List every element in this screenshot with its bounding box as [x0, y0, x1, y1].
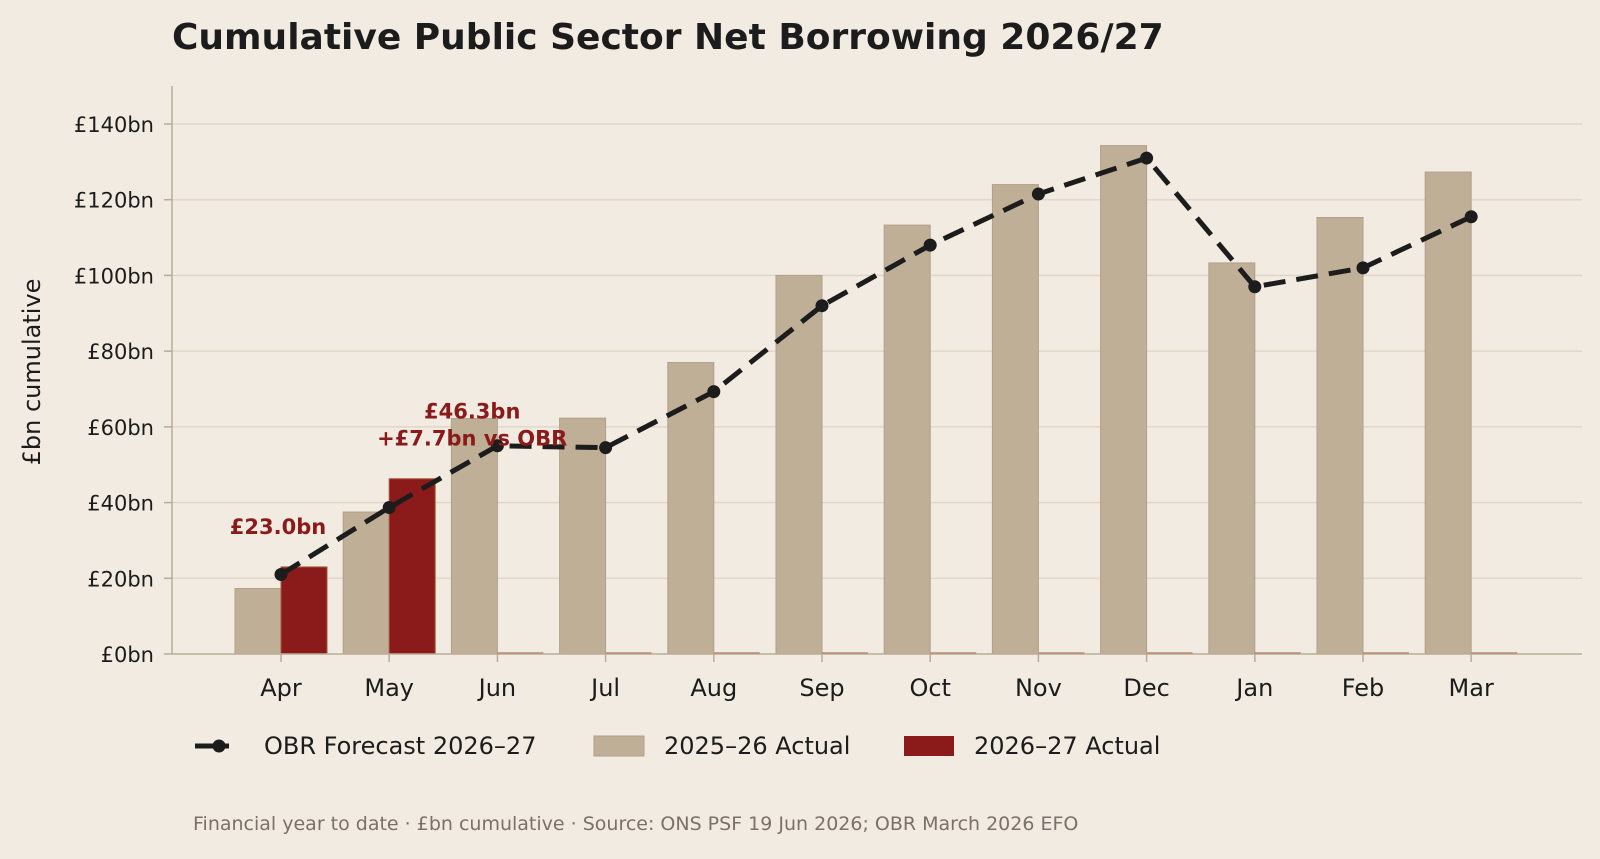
x-tick-label-dec: Dec	[1123, 674, 1169, 702]
forecast-point-aug	[707, 385, 721, 399]
y-ticks: £0bn £20bn £40bn £60bn £80bn £100bn £120bn £140…	[74, 113, 172, 667]
bar-2025-26-jan	[1208, 262, 1256, 655]
chart-title: Cumulative Public Sector Net Borrowing 2…	[172, 17, 1164, 58]
x-tick-label-nov: Nov	[1015, 674, 1062, 702]
bar-2025-26-sep	[775, 274, 823, 655]
y-tick-label: £20bn	[87, 567, 154, 591]
legend-marker-forecast	[212, 739, 226, 753]
x-tick-label-jun: Jun	[477, 674, 517, 702]
y-tick-label: £60bn	[87, 416, 154, 440]
x-tick-label-oct: Oct	[909, 674, 951, 702]
footnote: Financial year to date · £bn cumulative …	[193, 813, 1078, 835]
legend-label-forecast: OBR Forecast 2026–27	[264, 732, 536, 760]
bar-2025-26-mar	[1424, 171, 1472, 655]
forecast-point-apr	[274, 568, 288, 581]
legend-swatch-2026-27	[904, 736, 954, 756]
bar-2025-26-apr	[234, 588, 282, 655]
x-tick-label-jul: Jul	[589, 674, 620, 702]
forecast-point-may	[382, 500, 396, 514]
bar-2025-26-dec	[1100, 145, 1148, 655]
legend-swatch-2025-26	[593, 735, 645, 757]
bar-2026-27-may	[388, 478, 436, 655]
x-tick-label-aug: Aug	[690, 674, 737, 702]
y-tick-label: £0bn	[101, 643, 154, 667]
x-tick-label-apr: Apr	[260, 674, 302, 702]
bar-2025-26-oct	[883, 224, 931, 655]
y-tick-label: £120bn	[74, 189, 154, 213]
forecast-point-jan	[1248, 280, 1262, 294]
forecast-point-feb	[1356, 261, 1370, 275]
x-tick-label-mar: Mar	[1449, 674, 1494, 702]
bar-2025-26-feb	[1316, 217, 1364, 655]
annotations: £23.0bn £46.3bn +£7.7bn vs OBR	[230, 400, 568, 539]
x-tick-label-may: May	[364, 674, 414, 702]
bar-2025-26-may	[342, 511, 390, 655]
legend: OBR Forecast 2026–27 2025–26 Actual 2026–2…	[195, 732, 1160, 760]
y-axis-label: £bn cumulative	[18, 279, 46, 466]
annotation-may: £46.3bn	[424, 400, 520, 424]
legend-label-2026-27: 2026–27 Actual	[974, 732, 1160, 760]
legend-label-2025-26: 2025–26 Actual	[664, 732, 850, 760]
x-ticks: Apr May Jun Jul Aug Sep Oct Nov Dec Jan Feb Mar	[260, 654, 1494, 702]
forecast-point-sep	[815, 299, 829, 313]
forecast-point-nov	[1031, 187, 1045, 201]
y-tick-label: £140bn	[74, 113, 154, 137]
y-tick-label: £80bn	[87, 340, 154, 364]
bar-2025-26-aug	[667, 362, 715, 655]
annotation-may: +£7.7bn vs OBR	[377, 427, 567, 451]
bar-2026-27-apr	[280, 566, 328, 655]
y-tick-label: £40bn	[87, 492, 154, 516]
forecast-point-oct	[923, 238, 937, 252]
forecast-point-jul	[599, 441, 613, 455]
x-tick-label-jan: Jan	[1234, 674, 1273, 702]
forecast-point-mar	[1464, 210, 1478, 224]
forecast-point-jun	[490, 439, 504, 453]
annotation-apr: £23.0bn	[230, 515, 326, 539]
forecast-line	[274, 151, 1478, 581]
bar-2025-26-nov	[991, 184, 1039, 655]
bars	[234, 145, 1518, 655]
bar-2025-26-jul	[559, 417, 607, 655]
x-tick-label-sep: Sep	[799, 674, 844, 702]
forecast-point-dec	[1140, 151, 1154, 165]
forecast-line-path	[279, 155, 1473, 577]
x-tick-label-feb: Feb	[1342, 674, 1385, 702]
axes	[171, 86, 1582, 655]
y-tick-label: £100bn	[74, 264, 154, 288]
bar-2025-26-jun	[450, 418, 498, 655]
